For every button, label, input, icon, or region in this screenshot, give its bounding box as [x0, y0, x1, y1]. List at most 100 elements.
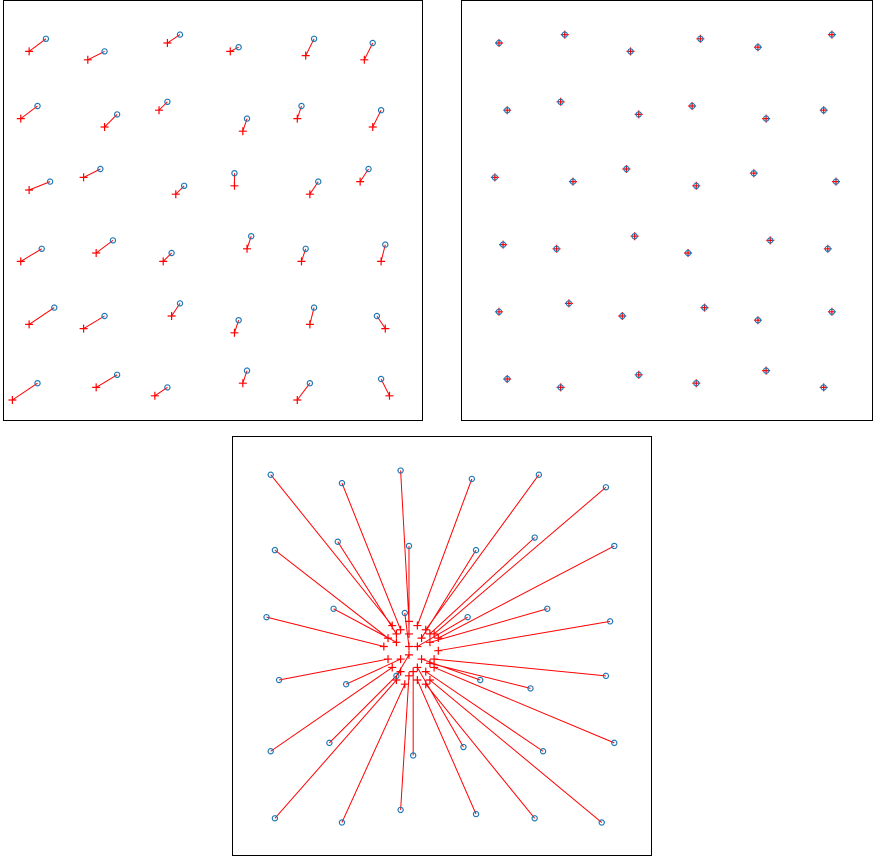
match-line [12, 382, 38, 401]
point-circle [397, 467, 404, 474]
match-line [95, 240, 114, 254]
match-line [433, 666, 615, 744]
point-circle [164, 384, 171, 391]
point-plus [230, 181, 239, 190]
point-circle [243, 115, 251, 122]
point-circle [754, 317, 762, 324]
match-line [341, 684, 406, 823]
point-circle [377, 106, 385, 114]
point-circle [271, 815, 279, 822]
point-plus [243, 244, 252, 253]
point-circle [310, 35, 318, 43]
point-circle [235, 44, 242, 51]
point-circle [767, 237, 774, 244]
point-circle [611, 542, 618, 550]
point-plus [155, 106, 164, 115]
point-circle [569, 178, 577, 185]
point-circle [606, 618, 614, 625]
match-line [28, 307, 55, 325]
point-circle [693, 380, 700, 387]
point-circle [315, 178, 322, 185]
point-circle [472, 810, 480, 818]
point-plus [381, 324, 390, 333]
point-circle [828, 31, 836, 38]
match-line [400, 675, 410, 810]
match-line [20, 248, 42, 262]
point-circle [824, 245, 831, 252]
point-circle [561, 31, 568, 38]
point-circle [611, 739, 618, 747]
point-circle [602, 672, 610, 680]
point-circle [365, 165, 372, 173]
panel-frame [461, 0, 873, 421]
point-circle [231, 169, 238, 177]
match-line [425, 474, 540, 631]
match-line [270, 474, 393, 626]
point-circle [635, 111, 642, 118]
point-circle [164, 98, 171, 106]
panel [263, 467, 618, 826]
point-plus [25, 320, 34, 329]
point-plus [404, 642, 413, 651]
match-line [278, 658, 389, 681]
point-plus [159, 257, 168, 266]
point-circle [627, 48, 634, 55]
point-plus [425, 676, 434, 685]
point-circle [750, 169, 758, 177]
point-circle [342, 681, 350, 688]
point-plus [396, 667, 405, 676]
match-line [337, 541, 397, 635]
point-plus [400, 680, 409, 689]
point-plus [25, 186, 34, 194]
point-plus [377, 257, 386, 266]
point-circle [697, 35, 704, 43]
point-plus [392, 676, 401, 685]
point-circle [401, 609, 408, 617]
point-circle [275, 676, 283, 684]
point-plus [396, 625, 405, 634]
match-line [416, 667, 464, 748]
match-line [416, 679, 477, 815]
point-circle [754, 44, 762, 51]
point-circle [623, 165, 630, 173]
point-circle [820, 106, 827, 114]
match-line [83, 315, 105, 330]
point-plus [413, 621, 422, 630]
point-circle [168, 249, 175, 257]
point-circle [46, 178, 54, 185]
point-circle [635, 371, 642, 378]
point-plus [413, 676, 422, 685]
point-circle [832, 178, 840, 185]
point-plus [379, 642, 388, 651]
point-plus [396, 655, 405, 664]
point-circle [51, 304, 58, 311]
point-plus [409, 667, 418, 676]
point-plus [413, 642, 422, 651]
point-circle [377, 375, 385, 383]
point-plus [301, 51, 310, 60]
point-plus [392, 629, 401, 638]
point-plus [430, 655, 439, 664]
point-plus [16, 114, 25, 123]
match-line [329, 671, 401, 744]
point-plus [430, 663, 439, 672]
match-line [274, 679, 397, 819]
point-circle [113, 371, 121, 378]
match-line [162, 252, 172, 262]
match-line [266, 616, 384, 647]
match-line [274, 549, 389, 639]
point-circle [531, 815, 538, 822]
point-circle [267, 748, 274, 755]
match-line [438, 620, 611, 652]
point-plus [305, 190, 314, 199]
match-line [95, 374, 118, 388]
point-circle [820, 384, 827, 391]
point-circle [553, 245, 560, 252]
match-line [438, 545, 615, 639]
point-plus [434, 634, 443, 643]
point-circle [42, 35, 50, 43]
point-plus [368, 123, 377, 131]
point-circle [701, 304, 708, 311]
match-line [417, 616, 468, 647]
match-line [421, 658, 481, 681]
